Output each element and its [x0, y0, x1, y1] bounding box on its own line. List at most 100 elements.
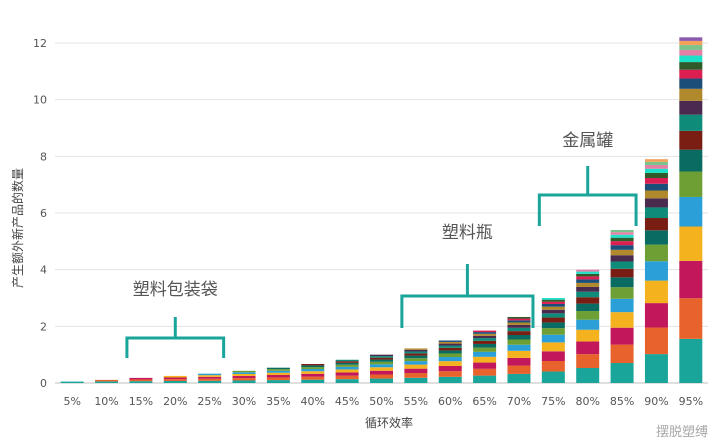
bar-95% — [679, 37, 703, 383]
bar-35% — [266, 367, 290, 383]
bar-segment — [644, 218, 668, 231]
bar-segment — [301, 365, 325, 368]
bar-segment — [576, 286, 600, 292]
annotation-bracket — [400, 264, 535, 328]
bar-segment — [507, 344, 531, 351]
bar-segment — [129, 379, 153, 382]
annotation-label: 塑料包装袋 — [133, 280, 218, 300]
bar-segment — [644, 327, 668, 355]
y-tick-label: 12 — [33, 37, 47, 50]
bar-segment — [679, 40, 703, 46]
annotation-label: 金属罐 — [562, 131, 613, 151]
bar-segment — [576, 319, 600, 330]
bar-segment — [644, 354, 668, 383]
bar-segment — [198, 380, 222, 383]
bar-segment — [679, 171, 703, 197]
bar-segment — [438, 341, 462, 344]
bar-segment — [473, 351, 497, 357]
bar-segment — [610, 232, 634, 235]
bar-segment — [541, 317, 565, 323]
bar-segment — [610, 287, 634, 299]
bar-75% — [541, 298, 565, 383]
bar-segment — [95, 381, 119, 383]
bar-segment — [266, 367, 290, 370]
bar-segment — [576, 291, 600, 298]
x-tick-label: 50% — [369, 395, 393, 408]
bar-segment — [163, 375, 187, 378]
bar-segment — [404, 353, 428, 356]
bar-40% — [301, 364, 325, 383]
bar-10% — [95, 379, 119, 383]
x-tick-label: 5% — [63, 395, 80, 408]
bar-segment — [576, 329, 600, 342]
bar-segment — [301, 367, 325, 369]
bar-segment — [610, 245, 634, 250]
x-tick-label: 25% — [197, 395, 221, 408]
bar-segment — [335, 362, 359, 365]
bar-segment — [473, 375, 497, 383]
bar-segment — [507, 331, 531, 335]
bar-segment — [438, 371, 462, 377]
bar-segment — [610, 237, 634, 242]
bar-20% — [163, 375, 187, 383]
bar-segment — [644, 168, 668, 174]
bar-segment — [60, 381, 84, 383]
bar-segment — [541, 299, 565, 302]
bar-25% — [198, 373, 222, 383]
bar-segment — [610, 241, 634, 246]
bar-65% — [473, 330, 497, 383]
bar-segment — [163, 381, 187, 383]
y-tick-labels: 0 2 4 6 8 10 12 — [33, 37, 47, 390]
bar-segment — [266, 372, 290, 375]
x-axis-title: 循环效率 — [365, 415, 413, 430]
x-tick-label: 90% — [644, 395, 668, 408]
bar-segment — [473, 368, 497, 376]
bar-segment — [404, 368, 428, 374]
bar-segment — [541, 298, 565, 300]
bar-segment — [301, 371, 325, 374]
y-tick-label: 6 — [40, 207, 47, 220]
bar-segment — [198, 376, 222, 379]
bar-segment — [610, 298, 634, 313]
bar-85% — [610, 230, 634, 383]
bar-segment — [370, 359, 393, 362]
bar-segment — [507, 357, 531, 366]
bar-segment — [266, 380, 290, 383]
bar-segment — [679, 260, 703, 299]
bar-segment — [129, 377, 153, 380]
bar-segment — [370, 356, 393, 358]
bar-segment — [644, 198, 668, 208]
x-tick-label: 85% — [610, 395, 634, 408]
x-tick-label: 70% — [507, 395, 531, 408]
bar-segment — [404, 361, 428, 365]
bar-segment — [541, 313, 565, 318]
bar-segment — [576, 282, 600, 287]
bar-segment — [370, 364, 393, 368]
bar-segment — [507, 339, 531, 345]
bar-segment — [541, 342, 565, 352]
y-axis-title: 产生额外新产品的数量 — [10, 168, 25, 288]
x-tick-label: 20% — [163, 395, 187, 408]
bar-segment — [301, 373, 325, 377]
bar-segment — [404, 373, 428, 378]
bar-segment — [644, 261, 668, 281]
bar-segment — [541, 360, 565, 372]
bar-segment — [576, 276, 600, 280]
bar-segment — [644, 177, 668, 184]
bar-segment — [438, 350, 462, 354]
x-tick-label: 60% — [438, 395, 462, 408]
watermark: 摆脱塑缚 — [656, 424, 708, 440]
bar-segment — [404, 348, 428, 350]
bar-segment — [644, 244, 668, 262]
bar-segment — [507, 350, 531, 358]
bar-segment — [473, 330, 497, 333]
bar-segment — [576, 354, 600, 368]
bar-segment — [370, 357, 393, 360]
bar-segment — [335, 379, 359, 383]
bar-segment — [370, 367, 393, 371]
bar-segment — [404, 351, 428, 354]
bar-segment — [576, 271, 600, 274]
bar-segment — [438, 353, 462, 358]
bar-segment — [473, 343, 497, 348]
y-tick-label: 8 — [40, 150, 47, 163]
